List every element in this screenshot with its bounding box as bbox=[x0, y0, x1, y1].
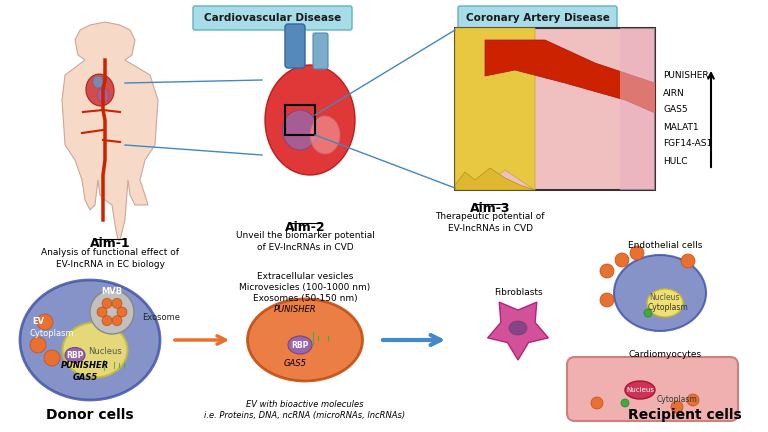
Text: PUNISHER: PUNISHER bbox=[61, 362, 109, 371]
Ellipse shape bbox=[288, 336, 312, 354]
Circle shape bbox=[644, 309, 652, 317]
Circle shape bbox=[615, 253, 629, 267]
Circle shape bbox=[102, 316, 112, 326]
Text: Therapeutic potential of
EV-lncRNAs in CVD: Therapeutic potential of EV-lncRNAs in C… bbox=[435, 212, 545, 233]
Circle shape bbox=[600, 293, 614, 307]
Ellipse shape bbox=[97, 88, 109, 102]
Circle shape bbox=[90, 290, 134, 334]
Ellipse shape bbox=[614, 255, 706, 331]
Text: Fibroblasts: Fibroblasts bbox=[494, 288, 542, 297]
Circle shape bbox=[630, 246, 644, 260]
Circle shape bbox=[44, 350, 60, 366]
Text: Extracellular vesicles
Microvesicles (100-1000 nm)
Exosomes (50-150 nm): Extracellular vesicles Microvesicles (10… bbox=[240, 272, 371, 303]
Text: RBP: RBP bbox=[291, 340, 309, 349]
Text: Coronary Artery Disease: Coronary Artery Disease bbox=[465, 13, 610, 23]
Text: Endothelial cells: Endothelial cells bbox=[627, 241, 702, 250]
Polygon shape bbox=[488, 302, 548, 360]
Circle shape bbox=[30, 337, 46, 353]
Text: Cytoplasm: Cytoplasm bbox=[657, 394, 697, 403]
Circle shape bbox=[591, 397, 603, 409]
Text: Nucleus: Nucleus bbox=[88, 347, 122, 356]
Ellipse shape bbox=[65, 347, 85, 362]
Circle shape bbox=[112, 316, 122, 326]
Text: Donor cells: Donor cells bbox=[46, 408, 134, 422]
Ellipse shape bbox=[20, 280, 160, 400]
Text: Cytoplasm: Cytoplasm bbox=[30, 330, 74, 339]
Bar bbox=[620, 28, 655, 190]
Text: Nucleus: Nucleus bbox=[626, 387, 654, 393]
Ellipse shape bbox=[283, 110, 317, 150]
Text: Aim-1: Aim-1 bbox=[90, 237, 131, 250]
Bar bbox=[285, 105, 315, 135]
FancyBboxPatch shape bbox=[567, 357, 738, 421]
Circle shape bbox=[671, 401, 683, 413]
Text: MVB: MVB bbox=[101, 287, 123, 296]
Text: Unveil the biomarker potential
of EV-lncRNAs in CVD: Unveil the biomarker potential of EV-lnc… bbox=[236, 231, 375, 252]
Circle shape bbox=[621, 399, 629, 407]
Text: Cardiomyocytes: Cardiomyocytes bbox=[628, 350, 701, 359]
Polygon shape bbox=[455, 28, 485, 190]
Circle shape bbox=[687, 394, 699, 406]
Ellipse shape bbox=[247, 299, 362, 381]
Polygon shape bbox=[455, 168, 535, 190]
Text: FGF14-AS1: FGF14-AS1 bbox=[663, 140, 712, 149]
Text: MALAT1: MALAT1 bbox=[663, 123, 699, 131]
Circle shape bbox=[112, 299, 122, 308]
Text: HULC: HULC bbox=[663, 156, 687, 165]
Ellipse shape bbox=[625, 381, 655, 399]
Text: Cytoplasm: Cytoplasm bbox=[647, 304, 688, 312]
Text: Nucleus: Nucleus bbox=[650, 292, 680, 302]
Polygon shape bbox=[62, 22, 158, 240]
Text: Exosome: Exosome bbox=[142, 314, 180, 323]
Ellipse shape bbox=[509, 321, 527, 335]
FancyBboxPatch shape bbox=[458, 6, 617, 30]
Text: EV with bioactive molecules
i.e. Proteins, DNA, ncRNA (microRNAs, lncRNAs): EV with bioactive molecules i.e. Protein… bbox=[204, 400, 406, 420]
Circle shape bbox=[117, 307, 127, 317]
Circle shape bbox=[97, 307, 107, 317]
Text: Analysis of functional effect of
EV-lncRNA in EC biology: Analysis of functional effect of EV-lncR… bbox=[41, 248, 179, 269]
Ellipse shape bbox=[62, 323, 127, 378]
Circle shape bbox=[102, 299, 112, 308]
Ellipse shape bbox=[647, 289, 683, 317]
FancyBboxPatch shape bbox=[193, 6, 352, 30]
Polygon shape bbox=[485, 40, 655, 113]
Ellipse shape bbox=[265, 65, 355, 175]
Ellipse shape bbox=[310, 116, 340, 154]
Ellipse shape bbox=[86, 74, 114, 106]
Text: GAS5: GAS5 bbox=[72, 374, 98, 382]
Text: PUNISHER: PUNISHER bbox=[663, 72, 709, 80]
Polygon shape bbox=[455, 28, 535, 190]
FancyBboxPatch shape bbox=[285, 24, 305, 68]
Text: RBP: RBP bbox=[66, 350, 84, 359]
Text: Cardiovascular Disease: Cardiovascular Disease bbox=[204, 13, 341, 23]
Text: Aim-3: Aim-3 bbox=[470, 202, 510, 215]
Text: AIRN: AIRN bbox=[663, 89, 685, 98]
Circle shape bbox=[681, 254, 695, 268]
Ellipse shape bbox=[93, 76, 103, 88]
Text: GAS5: GAS5 bbox=[283, 359, 306, 368]
Circle shape bbox=[600, 264, 614, 278]
Text: Recipient cells: Recipient cells bbox=[628, 408, 742, 422]
Text: GAS5: GAS5 bbox=[663, 105, 687, 114]
Text: Aim-2: Aim-2 bbox=[285, 221, 326, 234]
Text: EV: EV bbox=[32, 318, 44, 327]
Bar bbox=[455, 28, 655, 190]
Circle shape bbox=[37, 314, 53, 330]
FancyBboxPatch shape bbox=[313, 33, 328, 69]
Text: PUNISHER: PUNISHER bbox=[273, 305, 316, 314]
